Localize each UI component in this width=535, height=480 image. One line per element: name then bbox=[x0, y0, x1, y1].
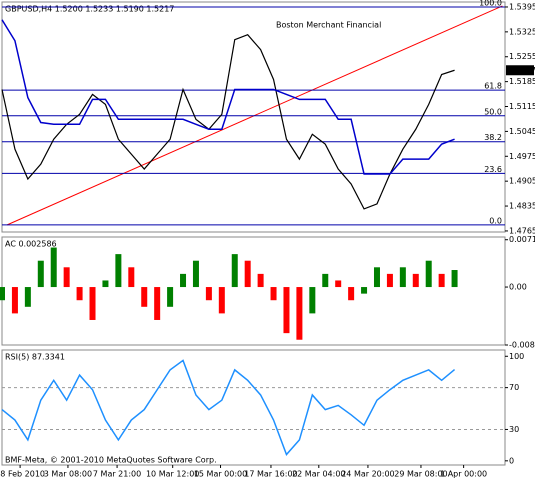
ac-bar bbox=[309, 287, 316, 314]
ac-bar bbox=[89, 287, 96, 320]
series-line bbox=[1, 33, 455, 210]
panel-frame bbox=[1, 349, 506, 466]
ac-bar bbox=[296, 287, 303, 340]
x-tick-label: 15 Mar 00:00 bbox=[194, 470, 247, 479]
ac-bar bbox=[141, 287, 148, 307]
ac-bar bbox=[257, 273, 264, 288]
y-tick-label: 30 bbox=[509, 425, 519, 434]
ac-bar bbox=[451, 270, 458, 288]
y-tick-label: -0.00880 bbox=[509, 341, 535, 350]
ac-bar bbox=[361, 287, 368, 294]
x-tick-label: 28 Feb 2010 bbox=[0, 470, 45, 479]
ac-bar bbox=[11, 287, 18, 314]
ac-bar bbox=[386, 273, 393, 288]
ac-bar bbox=[425, 260, 432, 288]
ac-bar bbox=[231, 254, 238, 288]
ac-bar bbox=[218, 287, 225, 314]
ac-bar bbox=[412, 273, 419, 288]
x-tick-label: 17 Mar 16:00 bbox=[244, 470, 297, 479]
ac-bar bbox=[102, 280, 109, 288]
y-tick-label: 1.5045 bbox=[509, 127, 535, 136]
ac-bar bbox=[192, 260, 199, 288]
y-tick-label: 1.5185 bbox=[509, 77, 535, 86]
ac-bar bbox=[167, 287, 174, 307]
y-tick-label: 0 bbox=[509, 456, 514, 465]
ac-bar bbox=[283, 287, 290, 334]
ac-bar bbox=[205, 287, 212, 301]
ac-bar bbox=[373, 267, 380, 288]
watermark: Boston Merchant Financial bbox=[276, 21, 381, 30]
ac-bar bbox=[322, 273, 329, 288]
x-tick-label: 10 Mar 12:00 bbox=[146, 470, 199, 479]
ac-bar bbox=[244, 260, 251, 288]
ac-bar bbox=[348, 287, 355, 301]
y-tick-label: 1.4835 bbox=[509, 202, 535, 211]
ac-bar bbox=[115, 254, 122, 288]
series-line bbox=[1, 359, 456, 456]
y-tick-label: 0.00 bbox=[509, 283, 527, 292]
y-tick-label: 100 bbox=[509, 352, 524, 361]
y-tick-label: 1.5395 bbox=[509, 2, 535, 11]
ac-bar bbox=[37, 260, 44, 288]
fib-label: 23.6 bbox=[484, 165, 502, 174]
fib-label: 50.0 bbox=[484, 107, 502, 116]
panel-title: AC 0.002586 bbox=[5, 240, 57, 249]
ac-bar bbox=[180, 273, 187, 288]
y-tick-label: 0.00718 bbox=[509, 235, 535, 244]
last-price-marker bbox=[506, 65, 534, 76]
ac-bar bbox=[76, 287, 83, 301]
ac-bar bbox=[50, 247, 57, 288]
x-tick-label: 1 Apr 00:00 bbox=[440, 470, 487, 479]
ac-bar bbox=[128, 267, 135, 288]
x-tick-label: 22 Mar 04:00 bbox=[292, 470, 345, 479]
y-tick-label: 1.4765 bbox=[509, 226, 535, 235]
ac-bar bbox=[63, 267, 70, 288]
y-tick-label: 1.5325 bbox=[509, 27, 535, 36]
panel-title: GBPUSD,H4 1.5200 1.5233 1.5190 1.5217 bbox=[5, 5, 174, 14]
ac-bar bbox=[399, 267, 406, 288]
series-line bbox=[1, 19, 455, 175]
fib-label: 100.0 bbox=[479, 0, 502, 7]
y-tick-label: 1.5255 bbox=[509, 52, 535, 61]
ac-bar bbox=[0, 287, 5, 301]
panel-frame bbox=[1, 1, 506, 233]
y-tick-label: 1.5115 bbox=[509, 102, 535, 111]
ac-bar bbox=[154, 287, 161, 320]
fib-label: 61.8 bbox=[484, 82, 502, 91]
x-tick-label: 29 Mar 08:00 bbox=[394, 470, 447, 479]
fib-label: 38.2 bbox=[484, 133, 502, 142]
ac-bar bbox=[438, 273, 445, 288]
x-tick-label: 24 Mar 20:00 bbox=[341, 470, 394, 479]
x-tick-label: 7 Mar 21:00 bbox=[93, 470, 141, 479]
ac-bar bbox=[335, 280, 342, 288]
ac-bar bbox=[270, 287, 277, 301]
x-tick-label: 3 Mar 08:00 bbox=[44, 470, 92, 479]
y-tick-label: 1.4905 bbox=[509, 177, 535, 186]
last-price-label: 1.5217 bbox=[508, 66, 535, 75]
y-tick-label: 70 bbox=[509, 383, 519, 392]
ac-bar bbox=[24, 287, 31, 307]
panel-title: RSI(5) 87.3341 bbox=[5, 353, 65, 362]
fib-label: 0.0 bbox=[489, 216, 502, 225]
copyright: BMF-Meta, © 2001-2010 MetaQuotes Softwar… bbox=[5, 456, 217, 465]
y-tick-label: 1.4975 bbox=[509, 152, 535, 161]
